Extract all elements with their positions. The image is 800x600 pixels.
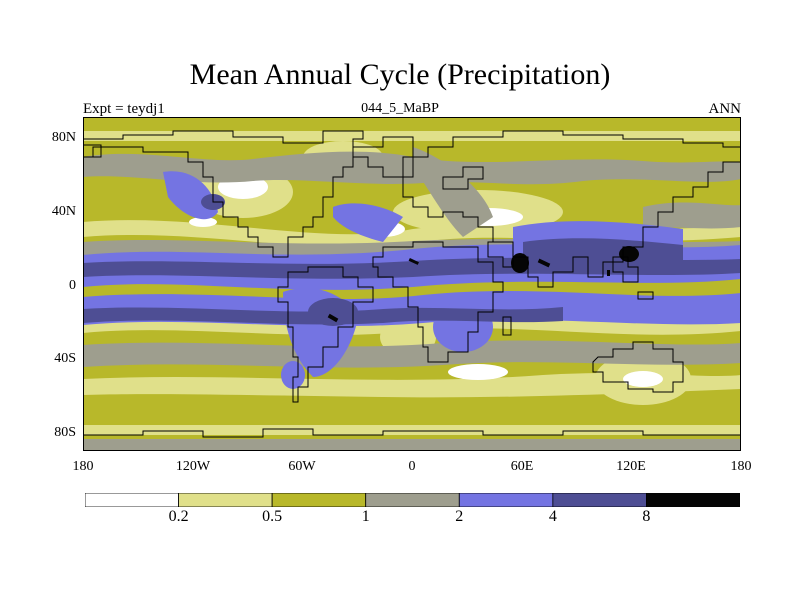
colorbar-box — [271, 493, 367, 507]
y-tick-40n: 40N — [51, 204, 76, 219]
colorbar — [85, 493, 740, 507]
coastlines — [83, 130, 741, 438]
x-tick-180e: 180 — [730, 459, 752, 474]
colorbar-label: 0.2 — [168, 508, 189, 525]
map-frame — [83, 117, 741, 451]
colorbar-label: 0.5 — [262, 508, 283, 525]
colorbar-label: 8 — [642, 508, 651, 525]
colorbar-box — [365, 493, 460, 507]
x-tick-120w: 120W — [175, 459, 211, 474]
colorbar-box — [85, 493, 179, 507]
x-tick-60w: 60W — [288, 459, 316, 474]
navy-regions — [83, 194, 741, 326]
x-tick-180w: 180 — [72, 459, 94, 474]
colorbar-box — [646, 493, 740, 507]
y-tick-40s: 40S — [54, 351, 76, 366]
colorbar-box — [552, 493, 647, 507]
colorbar-label: 1 — [361, 508, 370, 525]
y-tick-80s: 80S — [54, 425, 76, 440]
black-regions — [327, 246, 639, 323]
colorbar-label: 4 — [548, 508, 557, 525]
x-tick-0: 0 — [408, 459, 416, 474]
y-tick-80n: 80N — [51, 130, 76, 145]
x-tick-60e: 60E — [510, 459, 534, 474]
season-label: ANN — [708, 101, 742, 117]
y-tick-0: 0 — [69, 278, 76, 293]
x-tick-120e: 120E — [616, 459, 646, 474]
precipitation-map — [83, 117, 741, 451]
map-title: Mean Annual Cycle (Precipitation) — [189, 58, 611, 91]
experiment-label: Expt = teydj1 — [83, 101, 165, 117]
colorbar-box — [458, 493, 554, 507]
period-label: 044_5_MaBP — [361, 101, 439, 116]
colorbar-label: 2 — [455, 508, 464, 525]
colorbar-box — [178, 493, 273, 507]
